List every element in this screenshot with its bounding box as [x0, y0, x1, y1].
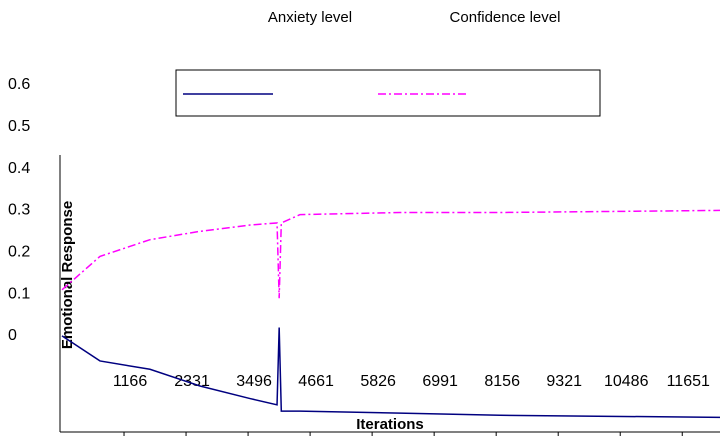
legend-label: Confidence level [450, 9, 561, 26]
y-tick-label: 0.5 [8, 118, 30, 135]
legend-label: Anxiety level [268, 9, 352, 26]
y-tick-label: 0.4 [8, 160, 30, 177]
x-tick-label: 4661 [298, 373, 334, 390]
x-tick-label: 11651 [667, 373, 710, 390]
x-tick-label: 9321 [546, 373, 582, 390]
x-tick-label: 3496 [236, 373, 272, 390]
series-line [61, 327, 720, 419]
x-axis-label: Iterations [356, 416, 424, 433]
x-tick-label: 1166 [113, 373, 148, 390]
y-tick-label: 0.6 [8, 76, 30, 93]
y-axis-label: Emotional Response [59, 201, 76, 349]
y-tick-label: 0 [8, 327, 17, 344]
series-line [61, 209, 720, 299]
y-tick-label: 0.2 [8, 243, 30, 260]
x-tick-label: 5826 [360, 373, 396, 390]
y-tick-label: 0.3 [8, 202, 30, 219]
x-tick-label: 6991 [422, 373, 458, 390]
legend-box [175, 69, 601, 117]
x-tick-label: 10486 [604, 373, 649, 390]
x-tick-label: 8156 [484, 373, 520, 390]
y-tick-label: 0.1 [8, 285, 30, 302]
